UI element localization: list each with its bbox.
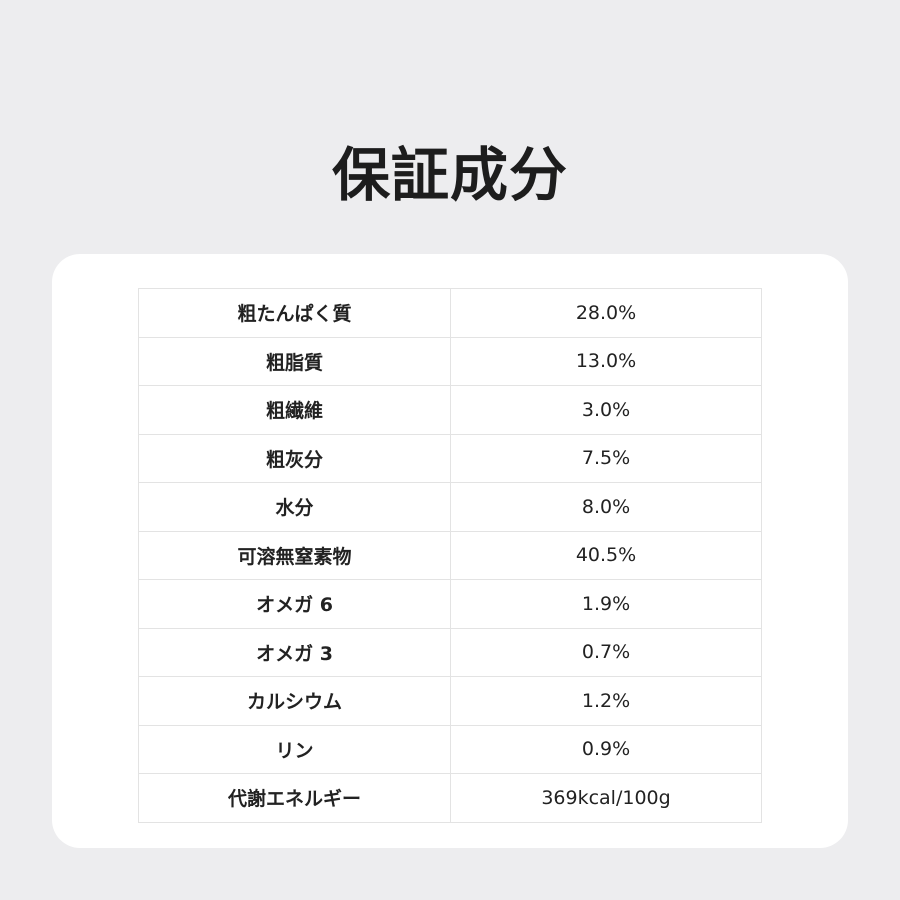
nutrient-value: 3.0% <box>450 385 762 435</box>
table-row: 粗たんぱく質 28.0% <box>138 288 762 338</box>
nutrient-value: 0.9% <box>450 724 762 774</box>
nutrient-value: 28.0% <box>450 288 762 338</box>
nutrient-label: 代謝エネルギー <box>138 773 451 823</box>
nutrient-label: 粗繊維 <box>138 385 451 435</box>
table-row: リン 0.9% <box>138 724 762 774</box>
table-row: 粗灰分 7.5% <box>138 433 762 483</box>
nutrient-value: 8.0% <box>450 482 762 532</box>
nutrient-label: カルシウム <box>138 676 451 726</box>
nutrient-label: 可溶無窒素物 <box>138 530 451 580</box>
nutrient-value: 0.7% <box>450 627 762 677</box>
table-row: オメガ 3 0.7% <box>138 627 762 677</box>
table-row: 可溶無窒素物 40.5% <box>138 530 762 580</box>
nutrient-value: 40.5% <box>450 530 762 580</box>
nutrient-value: 7.5% <box>450 433 762 483</box>
table-row: 水分 8.0% <box>138 482 762 532</box>
page-title: 保証成分 <box>331 141 568 209</box>
nutrient-value: 1.2% <box>450 676 762 726</box>
nutrition-card: 粗たんぱく質 28.0% 粗脂質 13.0% 粗繊維 3.0% 粗灰分 7.5% 水分 8.0% 可… <box>52 254 848 848</box>
table-row: カルシウム 1.2% <box>138 676 762 726</box>
nutrition-table: 粗たんぱく質 28.0% 粗脂質 13.0% 粗繊維 3.0% 粗灰分 7.5% 水分 8.0% 可… <box>138 288 762 823</box>
nutrient-label: 粗たんぱく質 <box>138 288 451 338</box>
table-row: オメガ 6 1.9% <box>138 579 762 629</box>
nutrient-label: 水分 <box>138 482 451 532</box>
nutrient-value: 1.9% <box>450 579 762 629</box>
table-row: 粗繊維 3.0% <box>138 385 762 435</box>
nutrient-label: オメガ 6 <box>138 579 451 629</box>
nutrient-label: 粗脂質 <box>138 336 451 386</box>
nutrient-label: 粗灰分 <box>138 433 451 483</box>
nutrient-label: オメガ 3 <box>138 627 451 677</box>
nutrient-label: リン <box>138 724 451 774</box>
table-row: 粗脂質 13.0% <box>138 336 762 386</box>
nutrient-value: 13.0% <box>450 336 762 386</box>
nutrient-value: 369kcal/100g <box>450 773 762 823</box>
table-row: 代謝エネルギー 369kcal/100g <box>138 773 762 823</box>
